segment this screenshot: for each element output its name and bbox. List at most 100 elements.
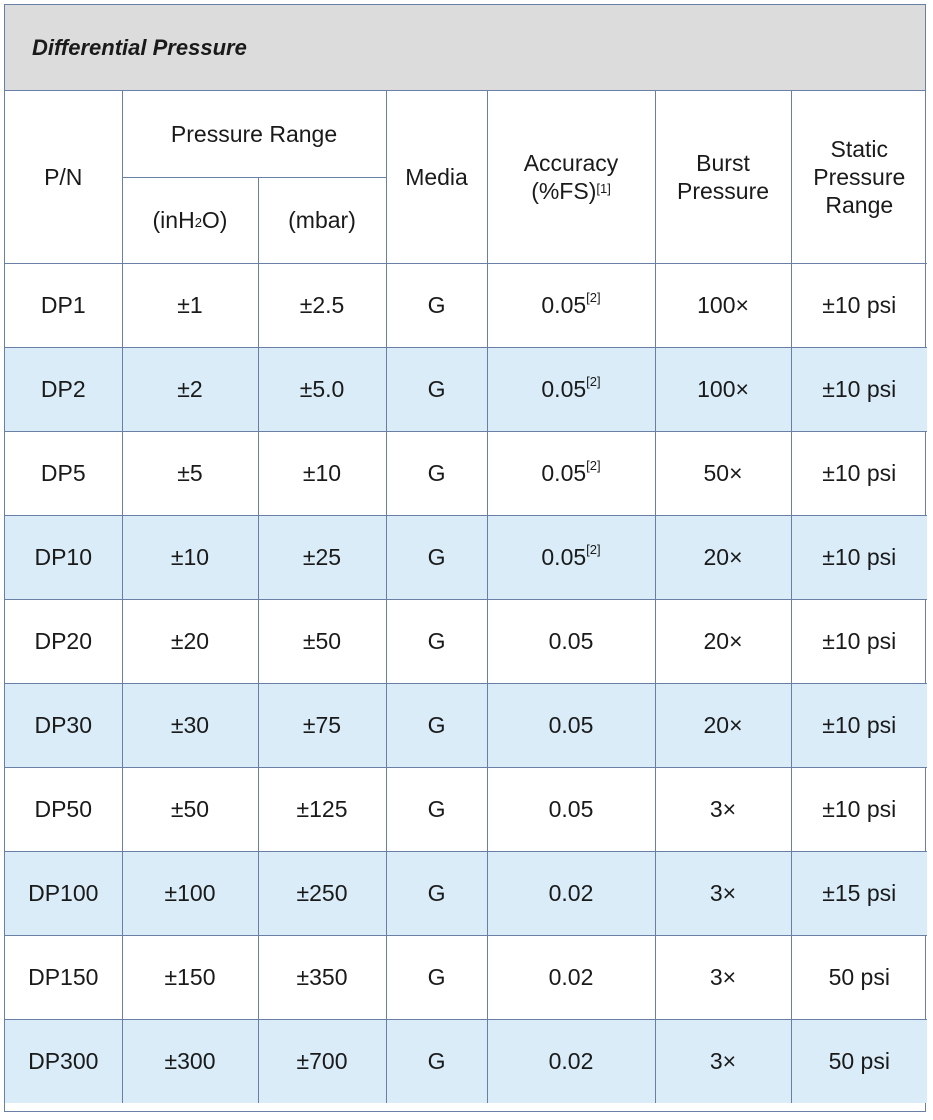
accuracy-value: 0.05 — [541, 459, 587, 486]
accuracy-value: 0.05 — [541, 291, 587, 318]
cell-burst: 20× — [654, 514, 792, 600]
accuracy-footnote: [2] — [586, 541, 601, 557]
cell-accuracy: 0.05 — [486, 598, 656, 684]
spec-table-frame: Differential Pressure P/N Pressure Range… — [4, 4, 928, 1112]
cell-burst: 100× — [654, 346, 792, 432]
cell-media: G — [385, 766, 488, 852]
cell-media: G — [385, 682, 488, 768]
table-row: DP50 ±50 ±125 G 0.05 3× ±10 psi — [5, 766, 928, 852]
table-title: Differential Pressure — [32, 34, 247, 60]
cell-media: G — [385, 1018, 488, 1103]
cell-pn: DP300 — [5, 1018, 123, 1103]
cell-burst: 3× — [654, 1018, 792, 1103]
cell-static: ±10 psi — [790, 430, 928, 516]
cell-burst: 100× — [654, 262, 792, 348]
table-row: DP30 ±30 ±75 G 0.05 20× ±10 psi — [5, 682, 928, 768]
header-accuracy-line1: Accuracy — [523, 149, 619, 176]
header-burst-line2: Pressure — [676, 177, 770, 204]
table-row: DP20 ±20 ±50 G 0.05 20× ±10 psi — [5, 598, 928, 684]
table-row: DP300 ±300 ±700 G 0.02 3× 50 psi — [5, 1018, 928, 1103]
cell-media: G — [385, 514, 488, 600]
accuracy-value: 0.05 — [548, 795, 594, 822]
table-row: DP5 ±5 ±10 G 0.05[2] 50× ±10 psi — [5, 430, 928, 516]
cell-pn: DP50 — [5, 766, 123, 852]
cell-inh2o: ±100 — [121, 850, 259, 936]
header-static-pressure-range: Static Pressure Range — [790, 91, 928, 264]
cell-mbar: ±2.5 — [257, 262, 387, 348]
cell-burst: 50× — [654, 430, 792, 516]
cell-pn: DP30 — [5, 682, 123, 768]
spec-table: P/N Pressure Range Media Accuracy (%FS)[… — [5, 91, 928, 1103]
cell-pn: DP1 — [5, 262, 123, 348]
cell-static: ±10 psi — [790, 598, 928, 684]
cell-burst: 3× — [654, 934, 792, 1020]
cell-mbar: ±700 — [257, 1018, 387, 1103]
header-static-line2: Pressure — [813, 163, 906, 190]
header-inh2o-pre: (inH — [152, 207, 195, 233]
header-burst-line1: Burst — [696, 149, 750, 176]
accuracy-value: 0.05 — [548, 711, 594, 738]
cell-accuracy: 0.05[2] — [486, 346, 656, 432]
accuracy-value: 0.02 — [548, 1047, 594, 1074]
accuracy-value: 0.05 — [541, 543, 587, 570]
cell-inh2o: ±150 — [121, 934, 259, 1020]
table-body: DP1 ±1 ±2.5 G 0.05[2] 100× ±10 psi DP2 ±… — [5, 262, 928, 1103]
cell-inh2o: ±10 — [121, 514, 259, 600]
cell-static: ±10 psi — [790, 514, 928, 600]
header-accuracy-footnote: [1] — [596, 180, 611, 196]
table-title-bar: Differential Pressure — [5, 5, 925, 91]
cell-static: 50 psi — [790, 934, 928, 1020]
accuracy-footnote: [2] — [586, 373, 601, 389]
header-inh2o: (inH2O) — [122, 176, 259, 264]
header-pressure-range: Pressure Range — [121, 91, 387, 178]
cell-inh2o: ±2 — [121, 346, 259, 432]
cell-static: ±10 psi — [790, 766, 928, 852]
cell-accuracy: 0.05[2] — [486, 430, 656, 516]
cell-inh2o: ±30 — [121, 682, 259, 768]
table-row: DP100 ±100 ±250 G 0.02 3× ±15 psi — [5, 850, 928, 936]
cell-pn: DP150 — [5, 934, 123, 1020]
cell-media: G — [385, 598, 488, 684]
header-pn: P/N — [5, 91, 123, 264]
cell-inh2o: ±5 — [121, 430, 259, 516]
cell-mbar: ±350 — [257, 934, 387, 1020]
cell-accuracy: 0.02 — [486, 1018, 656, 1103]
cell-pn: DP20 — [5, 598, 123, 684]
cell-static: ±10 psi — [790, 346, 928, 432]
cell-inh2o: ±1 — [121, 262, 259, 348]
accuracy-value: 0.02 — [548, 963, 594, 990]
cell-pn: DP10 — [5, 514, 123, 600]
cell-burst: 20× — [654, 682, 792, 768]
table-row: DP1 ±1 ±2.5 G 0.05[2] 100× ±10 psi — [5, 262, 928, 348]
header-inh2o-post: O) — [201, 207, 228, 233]
cell-accuracy: 0.02 — [486, 934, 656, 1020]
cell-pn: DP100 — [5, 850, 123, 936]
cell-static: ±10 psi — [790, 262, 928, 348]
cell-mbar: ±125 — [257, 766, 387, 852]
cell-burst: 20× — [654, 598, 792, 684]
cell-inh2o: ±300 — [121, 1018, 259, 1103]
header-static-line3: Range — [825, 191, 894, 218]
accuracy-value: 0.02 — [548, 879, 594, 906]
cell-accuracy: 0.05[2] — [486, 262, 656, 348]
accuracy-footnote: [2] — [586, 289, 601, 305]
table-row: DP150 ±150 ±350 G 0.02 3× 50 psi — [5, 934, 928, 1020]
cell-inh2o: ±50 — [121, 766, 259, 852]
header-accuracy: Accuracy (%FS)[1] — [486, 91, 656, 264]
cell-mbar: ±50 — [257, 598, 387, 684]
cell-static: ±15 psi — [790, 850, 928, 936]
cell-media: G — [385, 934, 488, 1020]
header-accuracy-line2: (%FS) — [531, 177, 597, 204]
cell-media: G — [385, 346, 488, 432]
cell-mbar: ±75 — [257, 682, 387, 768]
cell-accuracy: 0.05 — [486, 766, 656, 852]
header-static-line1: Static — [830, 135, 889, 162]
table-row: DP2 ±2 ±5.0 G 0.05[2] 100× ±10 psi — [5, 346, 928, 432]
cell-mbar: ±5.0 — [257, 346, 387, 432]
cell-mbar: ±10 — [257, 430, 387, 516]
cell-mbar: ±25 — [257, 514, 387, 600]
cell-pn: DP2 — [5, 346, 123, 432]
cell-accuracy: 0.05[2] — [486, 514, 656, 600]
header-inh2o-sub: 2 — [194, 215, 202, 230]
cell-media: G — [385, 430, 488, 516]
